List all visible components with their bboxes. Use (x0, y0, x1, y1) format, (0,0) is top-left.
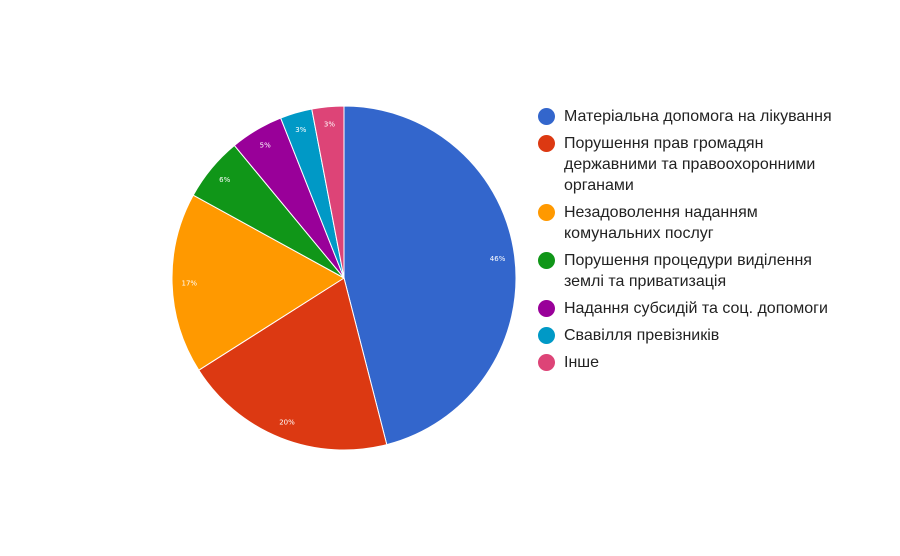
legend-item-4[interactable]: Порушення процедури виділення землі та п… (538, 250, 838, 292)
legend-item-3[interactable]: Незадоволення наданням комунальних послу… (538, 202, 838, 244)
legend-swatch (538, 300, 555, 317)
slice-value-label-7: 3% (324, 120, 335, 128)
pie-slice-3[interactable] (171, 194, 345, 371)
legend-item-6[interactable]: Свавілля превізників (538, 325, 838, 346)
legend-item-5[interactable]: Надання субсидій та соц. допомоги (538, 298, 838, 319)
legend-swatch (538, 354, 555, 371)
pie-slice-7[interactable] (311, 105, 345, 279)
legend-label: Свавілля превізників (564, 327, 720, 344)
slice-value-label-1: 46% (490, 255, 506, 263)
legend-label: Матеріальна допомога на лікування (564, 108, 832, 125)
slice-value-label-5: 5% (260, 141, 271, 149)
pie-slice-1[interactable] (343, 105, 517, 446)
legend-label: Порушення процедури виділення землі та п… (564, 252, 812, 290)
legend-swatch (538, 108, 555, 125)
legend-label: Порушення прав громадян державними та пр… (564, 135, 816, 194)
legend-swatch (538, 327, 555, 344)
legend-swatch (538, 252, 555, 269)
chart-legend: Матеріальна допомога на лікування Порушен… (538, 106, 838, 379)
legend-swatch (538, 135, 555, 152)
legend-label: Надання субсидій та соц. допомоги (564, 300, 828, 317)
legend-item-1[interactable]: Матеріальна допомога на лікування (538, 106, 838, 127)
legend-label: Інше (564, 354, 600, 371)
legend-item-2[interactable]: Порушення прав громадян державними та пр… (538, 133, 838, 196)
slice-value-label-4: 6% (219, 176, 230, 184)
slice-value-label-6: 3% (295, 126, 306, 134)
slice-value-label-3: 17% (181, 279, 197, 287)
legend-item-7[interactable]: Інше (538, 352, 838, 373)
legend-label: Незадоволення наданням комунальних послу… (564, 204, 758, 242)
pie-slice-2[interactable] (198, 277, 388, 451)
slice-value-label-2: 20% (279, 418, 295, 426)
legend-swatch (538, 204, 555, 221)
